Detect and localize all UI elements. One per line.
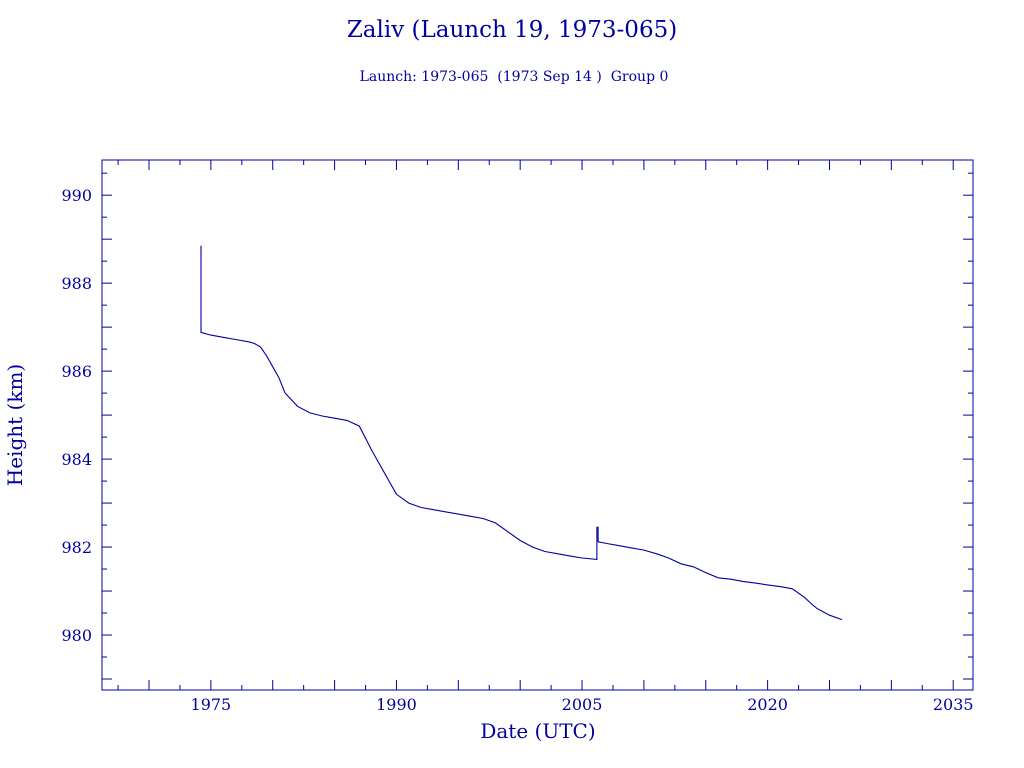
y-tick-label: 980 [61,626,92,645]
axis-ticks [102,160,973,690]
y-tick-label: 990 [61,186,92,205]
x-tick-label: 2020 [747,695,788,714]
chart-title: Zaliv (Launch 19, 1973-065) [347,17,677,43]
x-tick-label: 2035 [933,695,974,714]
y-tick-labels: 980 982 984 986 988 990 [61,186,92,645]
y-tick-label: 982 [61,538,92,557]
y-tick-label: 984 [61,450,92,469]
x-tick-label: 2005 [562,695,603,714]
y-axis-label: Height (km) [3,364,27,486]
x-tick-labels: 1975 1990 2005 2020 2035 [191,695,974,714]
plot-frame [101,159,974,691]
chart-subtitle: Launch: 1973-065 (1973 Sep 14 ) Group 0 [360,69,669,85]
x-tick-label: 1990 [376,695,417,714]
x-axis-label: Date (UTC) [480,719,595,743]
height-series-line [200,245,843,621]
y-tick-label: 988 [61,274,92,293]
x-tick-label: 1975 [191,695,232,714]
y-tick-label: 986 [61,362,92,381]
